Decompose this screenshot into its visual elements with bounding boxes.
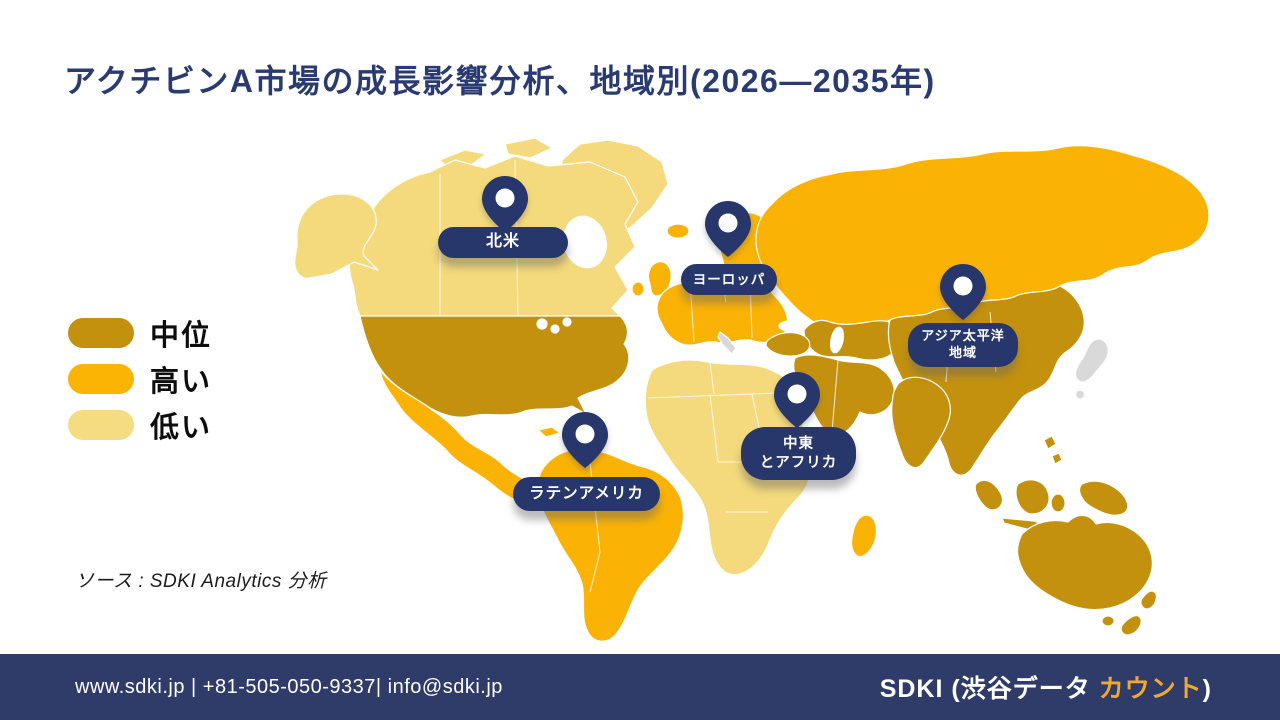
legend-row-medium: 中位 — [68, 318, 212, 352]
page-title: アクチビンA市場の成長影響分析、地域別(2026—2035年) — [64, 63, 936, 99]
region-alaska — [294, 193, 379, 279]
source-note: ソース : SDKI Analytics 分析 — [75, 571, 327, 592]
world-map — [294, 137, 1210, 642]
map-label-asia-pacific: アジア太平洋 地域 — [908, 323, 1018, 367]
legend-swatch-medium — [68, 318, 134, 348]
map-pin-europe — [705, 201, 751, 257]
footer-bar: www.sdki.jp | +81-505-050-9337| info@sdk… — [0, 654, 1280, 720]
legend-row-high: 高い — [68, 364, 212, 398]
brand-highlight: カウント — [1098, 675, 1203, 703]
region-madagascar — [850, 514, 877, 558]
map-label-text-line2: 地域 — [948, 345, 977, 360]
legend-label-medium: 中位 — [150, 320, 213, 352]
great-lake-3 — [562, 317, 572, 327]
great-lake-1 — [536, 318, 548, 330]
brand-prefix: SDKI (渋谷データ — [879, 675, 1099, 703]
caspian-sea — [829, 326, 845, 354]
map-label-text: 北米 — [485, 233, 520, 251]
great-lake-2 — [550, 324, 560, 334]
map-label-north-america: 北米 — [438, 227, 568, 258]
legend-swatch-low — [68, 410, 134, 440]
region-india — [891, 376, 951, 469]
map-pin-latin-america — [562, 412, 608, 468]
map-pin-asia-pacific — [940, 264, 986, 320]
legend-label-low: 低い — [150, 412, 213, 444]
region-iceland — [666, 223, 690, 239]
legend: 中位 高い 低い — [68, 318, 212, 456]
region-africa — [644, 359, 811, 576]
map-label-text-line2: とアフリカ — [759, 454, 838, 471]
map-label-latin-america: ラテンアメリカ — [513, 477, 660, 511]
region-japan — [1074, 338, 1109, 400]
legend-row-low: 低い — [68, 410, 212, 444]
footer-contact: www.sdki.jp | +81-505-050-9337| info@sdk… — [75, 675, 503, 698]
map-label-text: ラテンアメリカ — [529, 484, 644, 502]
region-central-asia — [803, 319, 901, 361]
map-label-text: ヨーロッパ — [692, 271, 766, 287]
footer-brand: SDKI (渋谷データ カウント) — [880, 669, 1212, 705]
map-label-text-line1: 中東 — [783, 435, 814, 452]
legend-swatch-high — [68, 364, 134, 394]
map-pin-north-america — [482, 176, 528, 232]
brand-suffix: ) — [1202, 675, 1212, 703]
region-philippines — [1043, 435, 1063, 465]
map-label-text-line1: アジア太平洋 — [921, 328, 1005, 344]
map-label-europe: ヨーロッパ — [681, 264, 777, 295]
region-new-zealand — [1120, 590, 1157, 636]
map-label-middle-east-africa: 中東 とアフリカ — [741, 427, 856, 480]
map-pin-middle-east-africa — [774, 372, 820, 428]
region-turkey — [765, 331, 811, 357]
black-sea — [778, 320, 802, 332]
region-australia — [1016, 514, 1153, 627]
legend-label-high: 高い — [150, 366, 213, 398]
region-uk — [631, 261, 672, 297]
region-italy — [717, 331, 737, 355]
